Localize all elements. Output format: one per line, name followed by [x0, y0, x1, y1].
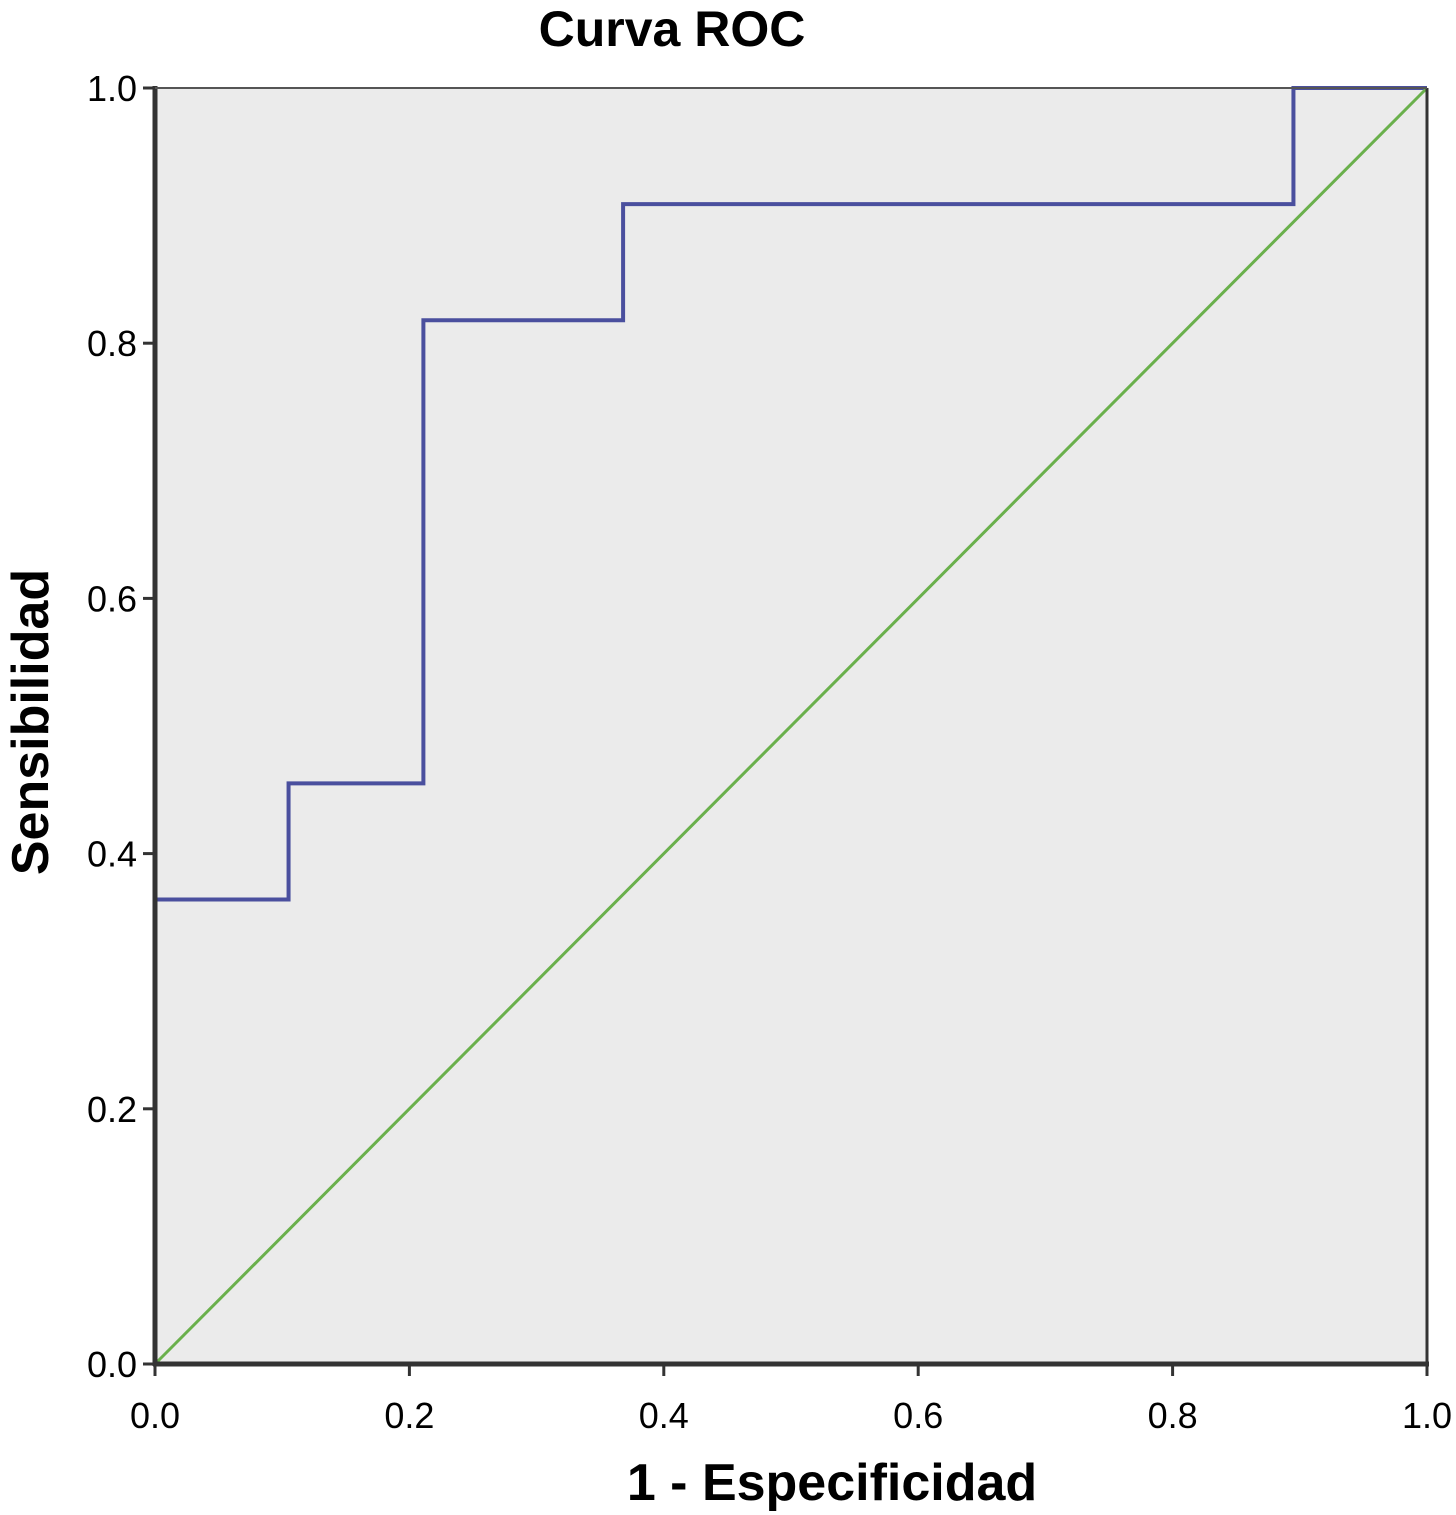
x-axis-label: 1 - Especificidad [627, 1454, 1037, 1512]
x-tick-label: 1.0 [1402, 1395, 1452, 1436]
roc-curve-line [153, 86, 1427, 1364]
y-tick-label: 0.4 [87, 834, 137, 875]
y-tick-label: 0.6 [87, 578, 137, 619]
y-tick-label: 0.0 [87, 1344, 137, 1385]
x-tick-label: 0.6 [893, 1395, 943, 1436]
ticks-layer: 0.0 0.2 0.4 0.6 0.8 1.0 0.0 0.2 0.4 0.6 0.8 1.0 [87, 68, 1452, 1436]
axes-layer [152, 86, 1429, 1367]
y-tick-label: 1.0 [87, 68, 137, 109]
chart-title: Curva ROC [539, 1, 806, 57]
x-tick-label: 0.8 [1148, 1395, 1198, 1436]
reference-diagonal-line [153, 86, 1429, 1366]
y-tick-label: 0.2 [87, 1089, 137, 1130]
x-tick-label: 0.4 [639, 1395, 689, 1436]
x-tick-label: 0.2 [384, 1395, 434, 1436]
y-tick-label: 0.8 [87, 323, 137, 364]
series-layer [153, 86, 1429, 1366]
y-axis-label: Sensibilidad [2, 569, 60, 875]
x-tick-label: 0.0 [130, 1395, 180, 1436]
